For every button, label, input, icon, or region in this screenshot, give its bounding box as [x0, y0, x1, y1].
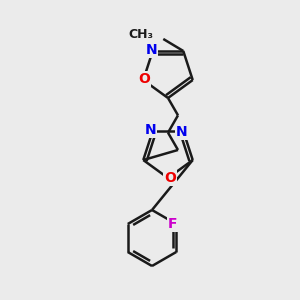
Text: F: F [167, 217, 177, 231]
Text: O: O [138, 72, 150, 86]
Text: N: N [146, 43, 158, 57]
Text: N: N [145, 123, 157, 137]
Text: CH₃: CH₃ [128, 28, 153, 41]
Text: O: O [164, 171, 176, 185]
Text: N: N [176, 125, 187, 139]
